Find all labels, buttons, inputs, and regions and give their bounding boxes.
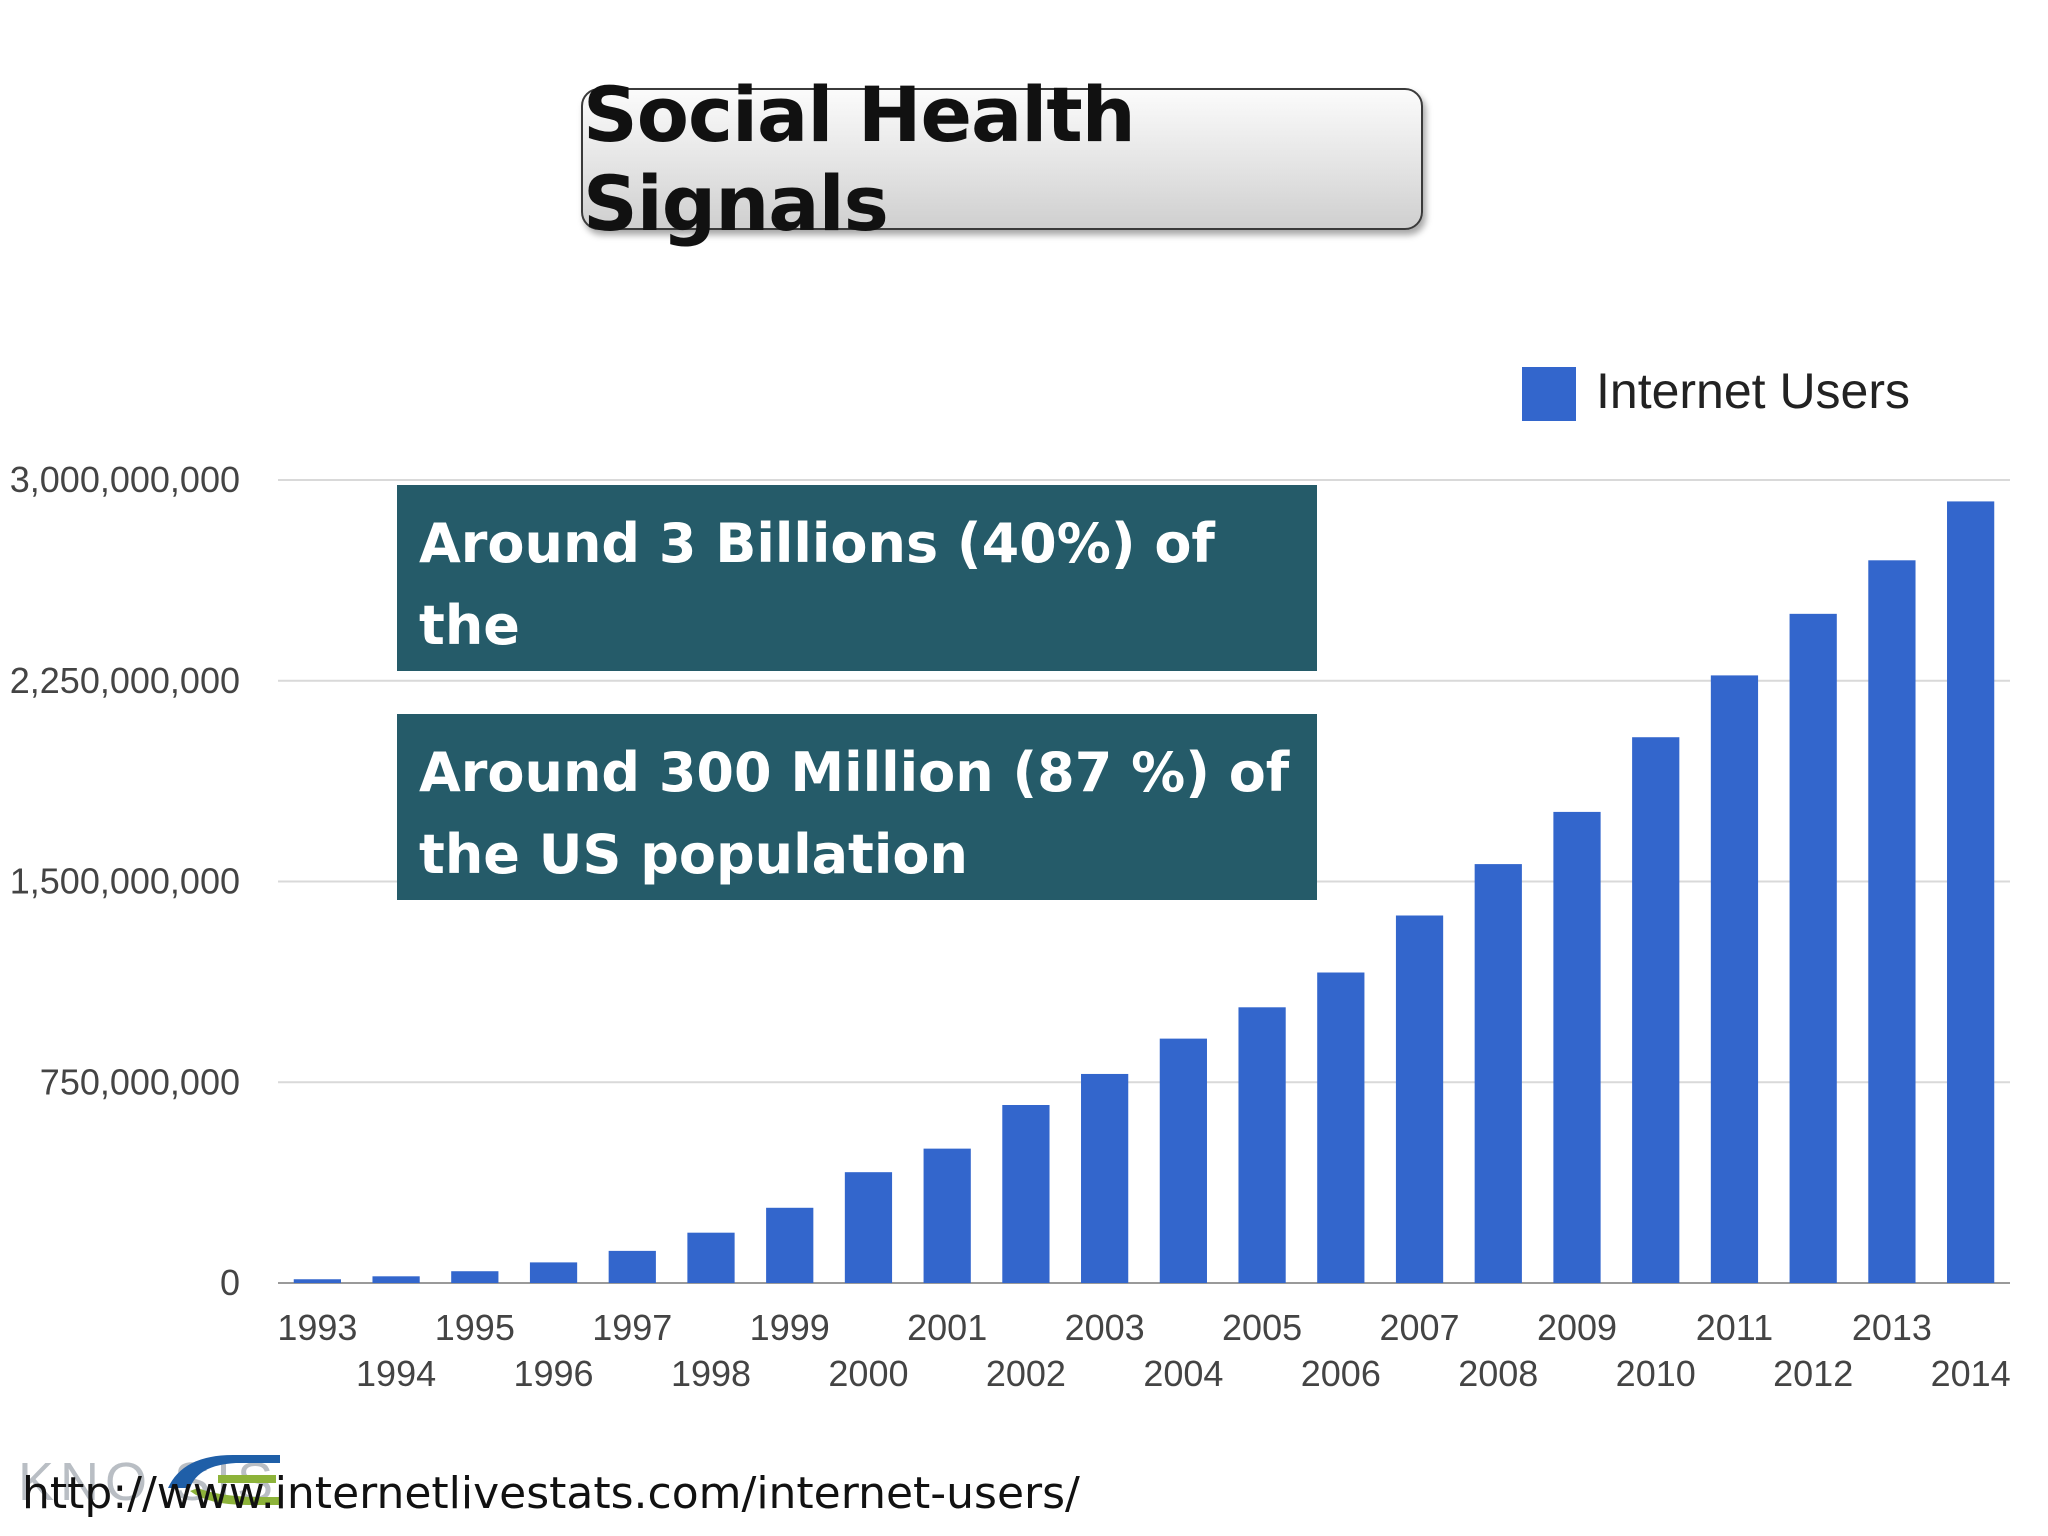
bar-1996 xyxy=(529,1262,578,1283)
slide-title: Social Health Signals xyxy=(583,70,1136,248)
legend-swatch xyxy=(1522,367,1576,421)
callout-us-line1: Around 300 Million (87 %) of xyxy=(419,741,1290,804)
logo-swoosh-icon xyxy=(168,1455,280,1505)
x-tick-label: 2010 xyxy=(1616,1353,1696,1394)
x-tick-label: 2005 xyxy=(1222,1307,1302,1348)
bar-2001 xyxy=(923,1148,971,1283)
callout-us-line2: the US population xyxy=(419,823,968,886)
x-tick-label: 2007 xyxy=(1379,1307,1459,1348)
bar-2006 xyxy=(1317,972,1365,1283)
x-tick-label: 1993 xyxy=(277,1307,357,1348)
x-tick-label: 2002 xyxy=(986,1353,1066,1394)
bar-1999 xyxy=(766,1207,814,1283)
x-tick-label: 1995 xyxy=(435,1307,515,1348)
x-tick-label: 1994 xyxy=(356,1353,436,1394)
x-tick-label: 2000 xyxy=(828,1353,908,1394)
bar-2000 xyxy=(844,1172,893,1283)
bar-2014 xyxy=(1947,501,1995,1283)
bar-2003 xyxy=(1081,1073,1129,1283)
x-tick-label: 2006 xyxy=(1301,1353,1381,1394)
y-tick-label: 3,000,000,000 xyxy=(10,459,240,500)
kno-e-sis-logo: KNO SIS xyxy=(18,1443,418,1513)
x-tick-label: 2001 xyxy=(907,1307,987,1348)
bar-2010 xyxy=(1632,737,1680,1283)
x-tick-label: 2003 xyxy=(1065,1307,1145,1348)
source-url: http://www.internetlivestats.com/interne… xyxy=(22,1468,1080,1519)
x-tick-label: 1997 xyxy=(592,1307,672,1348)
bar-1998 xyxy=(687,1232,735,1283)
callout-us-population: Around 300 Million (87 %) of the US popu… xyxy=(397,714,1317,900)
legend-label: Internet Users xyxy=(1596,363,1910,419)
x-tick-label: 2004 xyxy=(1143,1353,1223,1394)
bar-2013 xyxy=(1868,560,1916,1283)
bar-1995 xyxy=(451,1271,499,1283)
bar-2009 xyxy=(1553,811,1601,1283)
bar-1997 xyxy=(608,1250,656,1283)
callout-world-population: Around 3 Billions (40%) of the world pop… xyxy=(397,485,1317,739)
y-tick-label: 0 xyxy=(220,1262,240,1303)
bar-2008 xyxy=(1474,864,1522,1283)
x-tick-label: 2012 xyxy=(1773,1353,1853,1394)
bar-2004 xyxy=(1159,1038,1207,1283)
bar-1993 xyxy=(293,1279,341,1283)
bar-2007 xyxy=(1395,915,1444,1283)
x-tick-label: 2014 xyxy=(1931,1353,2011,1394)
x-tick-label: 2009 xyxy=(1537,1307,1617,1348)
bar-2005 xyxy=(1238,1007,1286,1283)
callout-world-line1: Around 3 Billions (40%) of the xyxy=(419,512,1215,657)
y-tick-label: 2,250,000,000 xyxy=(10,660,240,701)
bar-1994 xyxy=(372,1276,420,1283)
y-tick-label: 750,000,000 xyxy=(40,1061,240,1102)
bar-2002 xyxy=(1002,1105,1050,1283)
internet-users-bar-chart: 0 750,000,000 1,500,000,000 2,250,000,000 3,… xyxy=(10,363,2011,1394)
x-tick-label: 2011 xyxy=(1696,1307,1773,1348)
x-tick-label: 2013 xyxy=(1852,1307,1932,1348)
bar-2011 xyxy=(1710,675,1759,1283)
y-tick-label: 1,500,000,000 xyxy=(10,861,240,902)
x-tick-label: 1996 xyxy=(513,1353,593,1394)
x-tick-label: 1998 xyxy=(671,1353,751,1394)
bar-2012 xyxy=(1789,613,1837,1283)
x-tick-label: 2008 xyxy=(1458,1353,1538,1394)
x-tick-label: 1999 xyxy=(750,1307,830,1348)
slide-title-box: Social Health Signals xyxy=(581,70,1423,248)
